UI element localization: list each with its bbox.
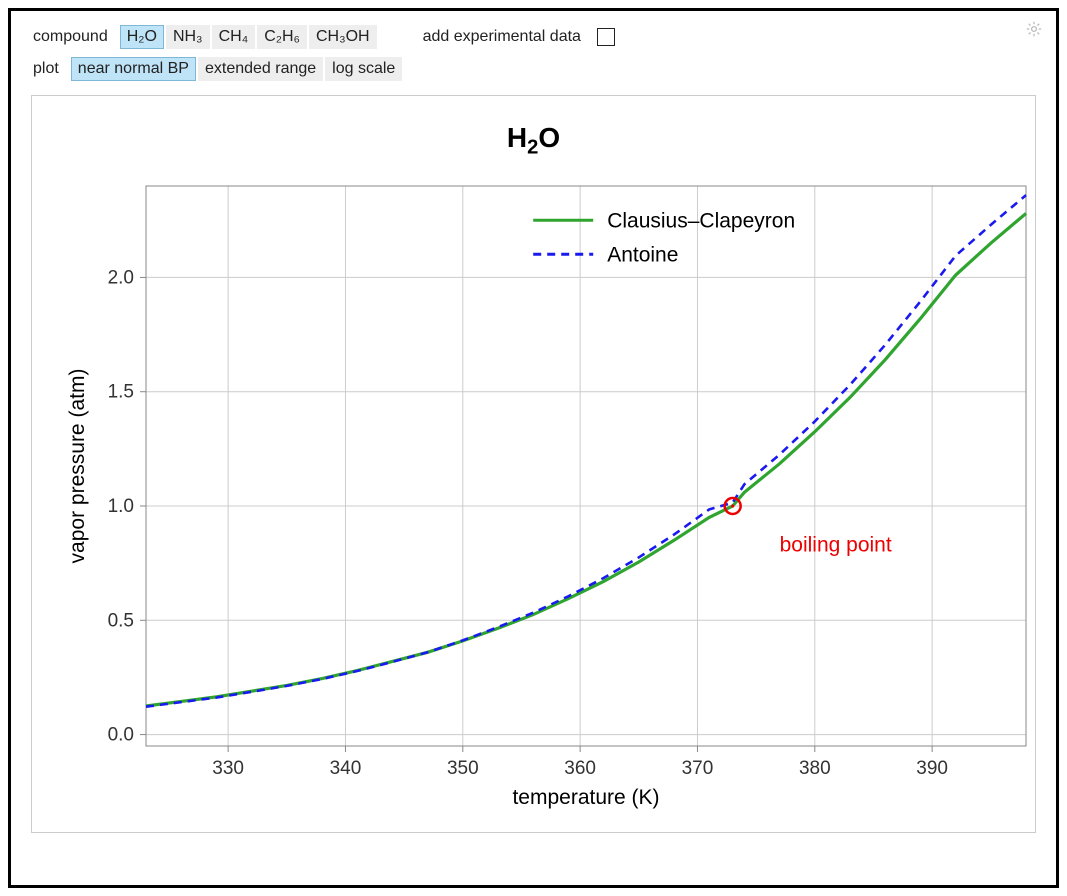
gear-icon[interactable] [1026, 21, 1042, 37]
svg-text:350: 350 [447, 758, 479, 779]
chart-wrap: 330 340 350 360 370 380 390 0.0 0.5 1.0 1.5 2.0 temp… [50, 176, 1017, 818]
compound-label: compound [33, 28, 108, 46]
svg-text:1.5: 1.5 [108, 381, 134, 402]
plot-row: plot near normal BPextended rangelog sca… [33, 57, 1034, 81]
plot-mode-option[interactable]: extended range [198, 57, 323, 81]
app-frame: compound H₂ONH₃CH₄C₂H₆CH₃OH add experime… [8, 8, 1059, 888]
experimental-label: add experimental data [423, 28, 581, 46]
svg-text:390: 390 [916, 758, 948, 779]
legend-entry: Antoine [607, 243, 678, 266]
vapor-pressure-chart: 330 340 350 360 370 380 390 0.0 0.5 1.0 1.5 2.0 temp… [50, 176, 1040, 818]
svg-text:370: 370 [682, 758, 714, 779]
plot-mode-option[interactable]: near normal BP [71, 57, 196, 81]
svg-text:330: 330 [212, 758, 244, 779]
svg-text:temperature (K): temperature (K) [512, 786, 659, 809]
svg-text:360: 360 [564, 758, 596, 779]
svg-text:2.0: 2.0 [108, 267, 134, 288]
legend-entry: Clausius–Clapeyron [607, 209, 795, 232]
plot-mode-setter: near normal BPextended rangelog scale [71, 57, 403, 81]
plot-mode-option[interactable]: log scale [325, 57, 402, 81]
compound-option[interactable]: CH₃OH [309, 25, 377, 49]
plot-label: plot [33, 60, 59, 78]
controls-panel: compound H₂ONH₃CH₄C₂H₆CH₃OH add experime… [17, 15, 1050, 95]
experimental-checkbox[interactable] [597, 28, 615, 46]
compound-option[interactable]: H₂O [120, 25, 164, 49]
svg-text:340: 340 [330, 758, 362, 779]
chart-title: H2O [50, 122, 1017, 160]
svg-text:0.0: 0.0 [108, 724, 134, 745]
svg-text:1.0: 1.0 [108, 496, 134, 517]
svg-text:0.5: 0.5 [108, 610, 134, 631]
svg-text:vapor pressure (atm): vapor pressure (atm) [66, 368, 89, 563]
compound-row: compound H₂ONH₃CH₄C₂H₆CH₃OH add experime… [33, 25, 1034, 49]
plot-pane: H2O 330 340 350 360 370 380 390 0.0 0.5 1.0 1.5 2.0… [31, 95, 1036, 833]
svg-text:380: 380 [799, 758, 831, 779]
compound-option[interactable]: CH₄ [212, 25, 256, 49]
boiling-point-label: boiling point [780, 533, 892, 556]
compound-setter: H₂ONH₃CH₄C₂H₆CH₃OH [120, 25, 377, 49]
compound-option[interactable]: C₂H₆ [257, 25, 307, 49]
compound-option[interactable]: NH₃ [166, 25, 210, 49]
